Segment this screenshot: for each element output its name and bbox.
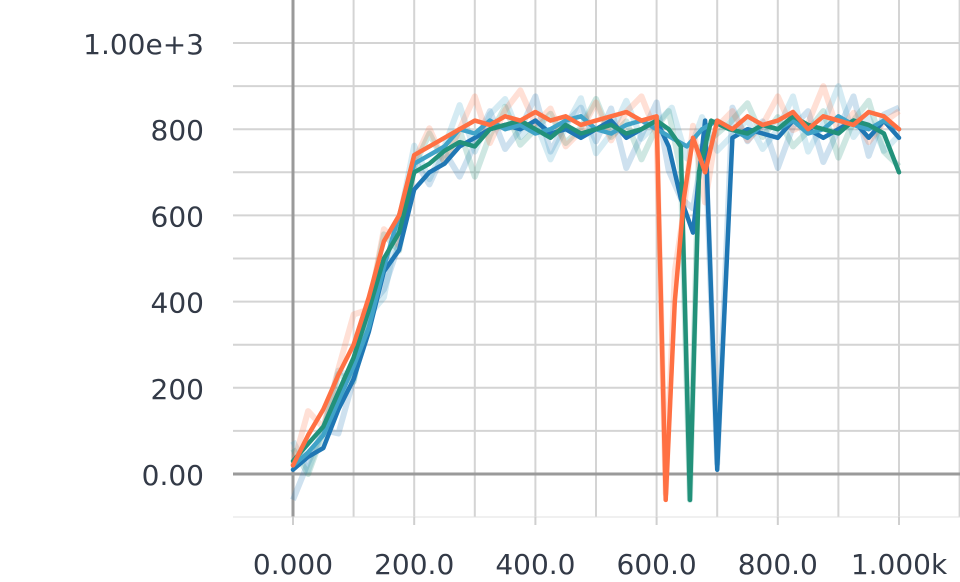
series-smoothed-layer: [290, 109, 902, 503]
series-line: [290, 109, 902, 503]
y-tick-label: 200: [151, 373, 204, 406]
x-tick-label: 400.0: [495, 548, 575, 581]
x-axis: 0.000 200.0 400.0 600.0 800.0 1.000k: [233, 516, 960, 582]
y-axis: 0.00 200 400 600 800 1.00e+3: [83, 28, 204, 492]
y-tick-label: 1.00e+3: [83, 28, 204, 61]
y-tick-label: 0.00: [142, 459, 204, 492]
x-tick-label: 800.0: [738, 548, 818, 581]
x-tick-label: 600.0: [617, 548, 697, 581]
x-axis-strip: [233, 517, 960, 582]
x-tick-label: 0.000: [253, 548, 333, 581]
y-tick-label: 800: [151, 114, 204, 147]
x-tick-label: 200.0: [374, 548, 454, 581]
zero-axis-lines: [233, 0, 960, 517]
x-tick-label: 1.000k: [851, 548, 948, 581]
y-tick-label: 600: [151, 200, 204, 233]
y-tick-label: 400: [151, 287, 204, 320]
